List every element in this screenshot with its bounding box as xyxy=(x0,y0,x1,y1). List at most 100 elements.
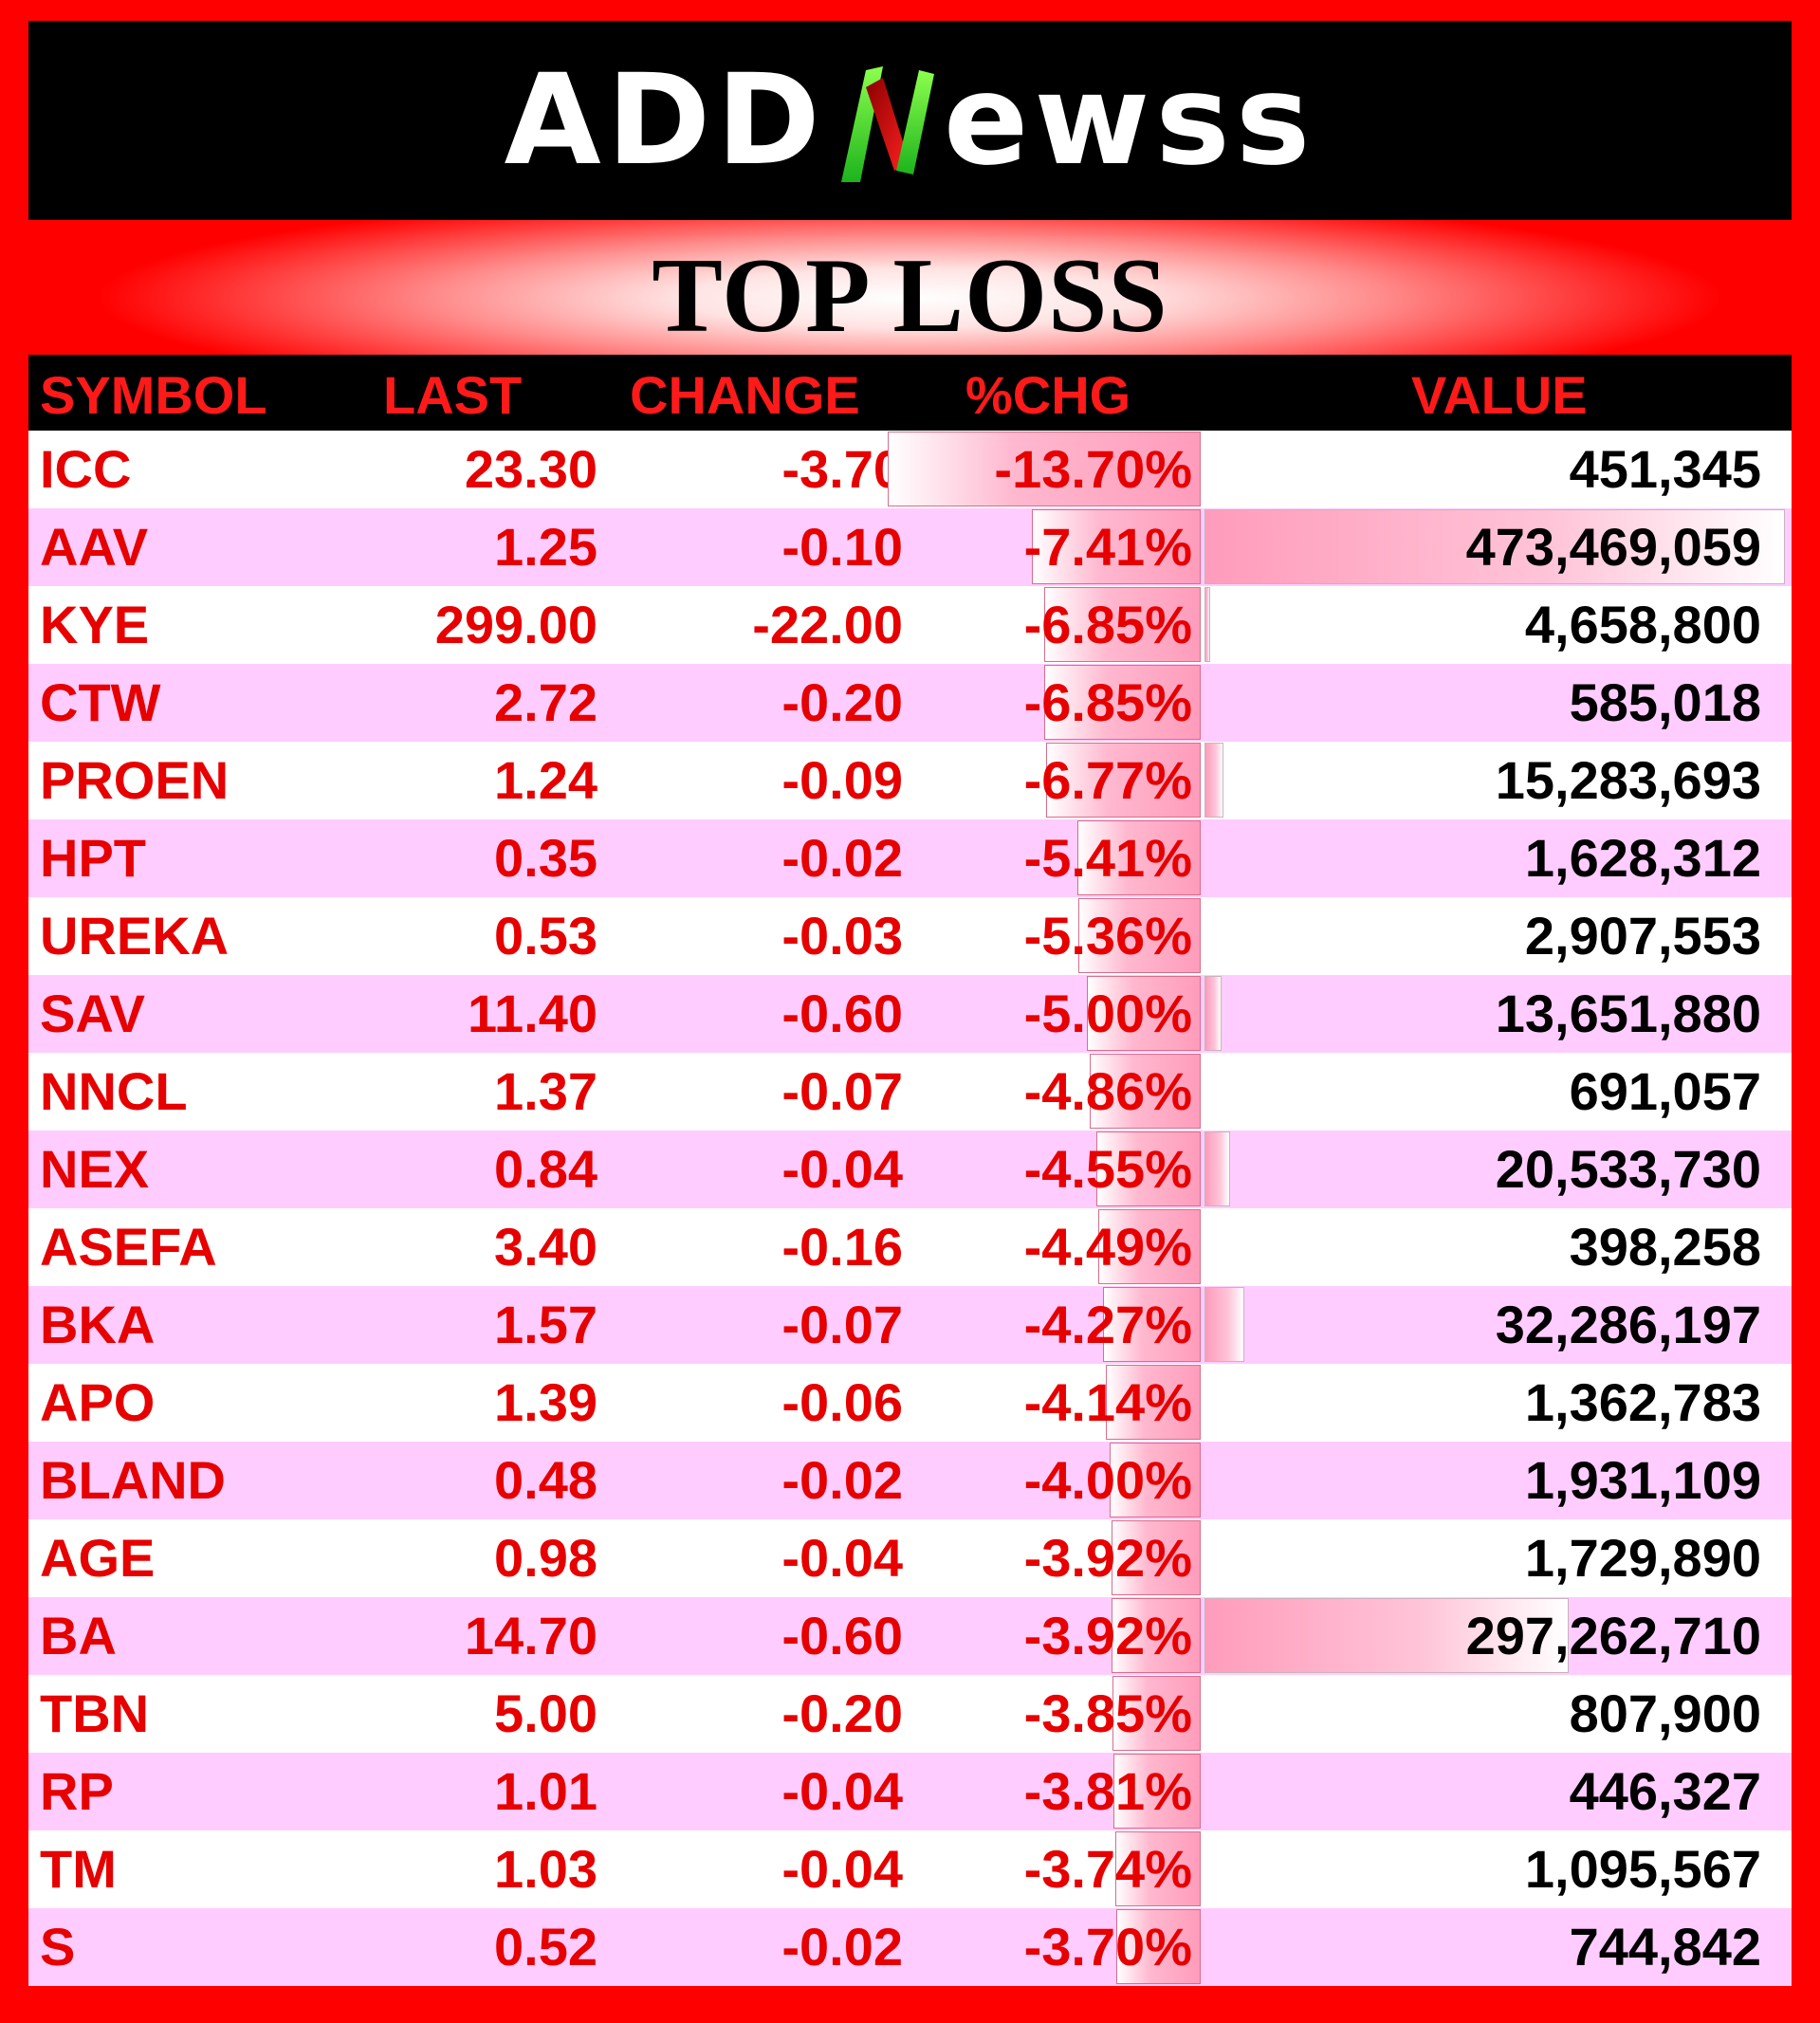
cell-pct-change: -3.74% xyxy=(1023,1839,1192,1899)
cell-pct-change: -3.81% xyxy=(1023,1761,1192,1821)
cell-value: 691,057 xyxy=(1569,1061,1761,1121)
cell-symbol: CTW xyxy=(40,672,161,732)
table-row: ICC 23.30 -3.70 -13.70% 451,345 xyxy=(28,431,1792,508)
cell-value: 4,658,800 xyxy=(1524,595,1761,654)
table-row: HPT 0.35 -0.02 -5.41% 1,628,312 xyxy=(28,819,1792,897)
cell-last: 5.00 xyxy=(494,1683,597,1743)
cell-symbol: SAV xyxy=(40,984,145,1043)
cell-last: 1.39 xyxy=(494,1372,597,1432)
cell-symbol: TBN xyxy=(40,1683,150,1743)
cell-change: -0.09 xyxy=(781,750,903,810)
cell-change: -0.16 xyxy=(781,1217,903,1277)
cell-last: 0.84 xyxy=(494,1139,597,1199)
cell-symbol: S xyxy=(40,1917,76,1977)
cell-pct-change: -4.86% xyxy=(1023,1061,1192,1121)
pct-change-bar xyxy=(1109,1443,1201,1517)
cell-value: 585,018 xyxy=(1569,672,1761,732)
table-row: PROEN 1.24 -0.09 -6.77% 15,283,693 xyxy=(28,742,1792,819)
cell-value: 398,258 xyxy=(1569,1217,1761,1277)
cell-change: -0.10 xyxy=(781,517,903,577)
pct-change-bar xyxy=(1089,1054,1201,1129)
pct-change-bar xyxy=(1114,1831,1201,1906)
cell-last: 0.52 xyxy=(494,1917,597,1977)
cell-pct-change: -5.36% xyxy=(1023,906,1192,966)
cell-last: 1.57 xyxy=(494,1295,597,1354)
value-bar xyxy=(1204,1131,1230,1206)
header-pct-change: %CHG xyxy=(965,365,1131,425)
table-row: AGE 0.98 -0.04 -3.92% 1,729,890 xyxy=(28,1519,1792,1597)
table-header: SYMBOL LAST CHANGE %CHG VALUE xyxy=(28,355,1792,431)
header-value: VALUE xyxy=(1411,365,1588,425)
cell-pct-change: -4.55% xyxy=(1023,1139,1192,1199)
cell-symbol: AGE xyxy=(40,1528,156,1588)
cell-value: 2,907,553 xyxy=(1524,906,1761,966)
table-row: BKA 1.57 -0.07 -4.27% 32,286,197 xyxy=(28,1286,1792,1364)
cell-change: -0.60 xyxy=(781,1606,903,1665)
cell-symbol: UREKA xyxy=(40,906,230,966)
cell-last: 3.40 xyxy=(494,1217,597,1277)
cell-value: 744,842 xyxy=(1569,1917,1761,1977)
pct-change-bar xyxy=(1096,1131,1201,1206)
cell-value: 446,327 xyxy=(1569,1761,1761,1821)
cell-last: 1.01 xyxy=(494,1761,597,1821)
pct-change-bar xyxy=(1044,587,1201,662)
cell-value: 451,345 xyxy=(1569,439,1761,499)
cell-symbol: HPT xyxy=(40,828,146,888)
cell-last: 0.98 xyxy=(494,1528,597,1588)
table-row: NEX 0.84 -0.04 -4.55% 20,533,730 xyxy=(28,1131,1792,1208)
cell-value: 473,469,059 xyxy=(1465,517,1761,577)
value-bar xyxy=(1204,509,1785,584)
cell-symbol: BKA xyxy=(40,1295,156,1354)
table-body: ICC 23.30 -3.70 -13.70% 451,345 AAV 1.25 -0.10 -… xyxy=(28,431,1792,1986)
table-row: ASEFA 3.40 -0.16 -4.49% 398,258 xyxy=(28,1208,1792,1286)
header-last: LAST xyxy=(383,365,523,425)
cell-change: -0.07 xyxy=(781,1061,903,1121)
pct-change-bar xyxy=(888,432,1201,506)
cell-last: 1.25 xyxy=(494,517,597,577)
cell-change: -22.00 xyxy=(752,595,903,654)
cell-value: 20,533,730 xyxy=(1495,1139,1761,1199)
pct-change-bar xyxy=(1112,1676,1201,1751)
cell-change: -0.20 xyxy=(781,672,903,732)
cell-last: 2.72 xyxy=(494,672,597,732)
value-bar xyxy=(1204,976,1222,1051)
cell-change: -0.04 xyxy=(781,1839,903,1899)
cell-change: -0.02 xyxy=(781,828,903,888)
cell-symbol: ASEFA xyxy=(40,1217,217,1277)
cell-last: 1.03 xyxy=(494,1839,597,1899)
value-bar xyxy=(1204,1598,1570,1673)
cell-value: 297,262,710 xyxy=(1465,1606,1761,1665)
cell-value: 1,729,890 xyxy=(1524,1528,1761,1588)
cell-last: 11.40 xyxy=(467,984,597,1043)
table-row: NNCL 1.37 -0.07 -4.86% 691,057 xyxy=(28,1053,1792,1131)
cell-symbol: KYE xyxy=(40,595,150,654)
cell-pct-change: -3.92% xyxy=(1023,1528,1192,1588)
value-bar xyxy=(1204,587,1211,662)
cell-pct-change: -3.92% xyxy=(1023,1606,1192,1665)
pct-change-bar xyxy=(1115,1909,1201,1984)
cell-symbol: TM xyxy=(40,1839,117,1899)
cell-last: 14.70 xyxy=(464,1606,597,1665)
value-bar xyxy=(1204,743,1223,818)
header-symbol: SYMBOL xyxy=(40,365,267,425)
cell-pct-change: -5.00% xyxy=(1023,984,1192,1043)
cell-pct-change: -4.00% xyxy=(1023,1450,1192,1510)
logo-bar: ADD ewss xyxy=(28,21,1792,220)
pct-change-bar xyxy=(1097,1209,1201,1284)
cell-change: -0.04 xyxy=(781,1761,903,1821)
table-row: APO 1.39 -0.06 -4.14% 1,362,783 xyxy=(28,1364,1792,1442)
table-row: TM 1.03 -0.04 -3.74% 1,095,567 xyxy=(28,1830,1792,1908)
table-row: KYE 299.00 -22.00 -6.85% 4,658,800 xyxy=(28,586,1792,664)
cell-symbol: BLAND xyxy=(40,1450,226,1510)
cell-symbol: RP xyxy=(40,1761,114,1821)
cell-change: -0.02 xyxy=(781,1450,903,1510)
cell-value: 1,095,567 xyxy=(1524,1839,1761,1899)
cell-value: 13,651,880 xyxy=(1495,984,1761,1043)
cell-pct-change: -6.77% xyxy=(1023,750,1192,810)
cell-change: -0.03 xyxy=(781,906,903,966)
pct-change-bar xyxy=(1044,665,1201,740)
cell-pct-change: -6.85% xyxy=(1023,672,1192,732)
cell-pct-change: -3.85% xyxy=(1023,1683,1192,1743)
pct-change-bar xyxy=(1111,1598,1201,1673)
pct-change-bar xyxy=(1086,976,1201,1051)
